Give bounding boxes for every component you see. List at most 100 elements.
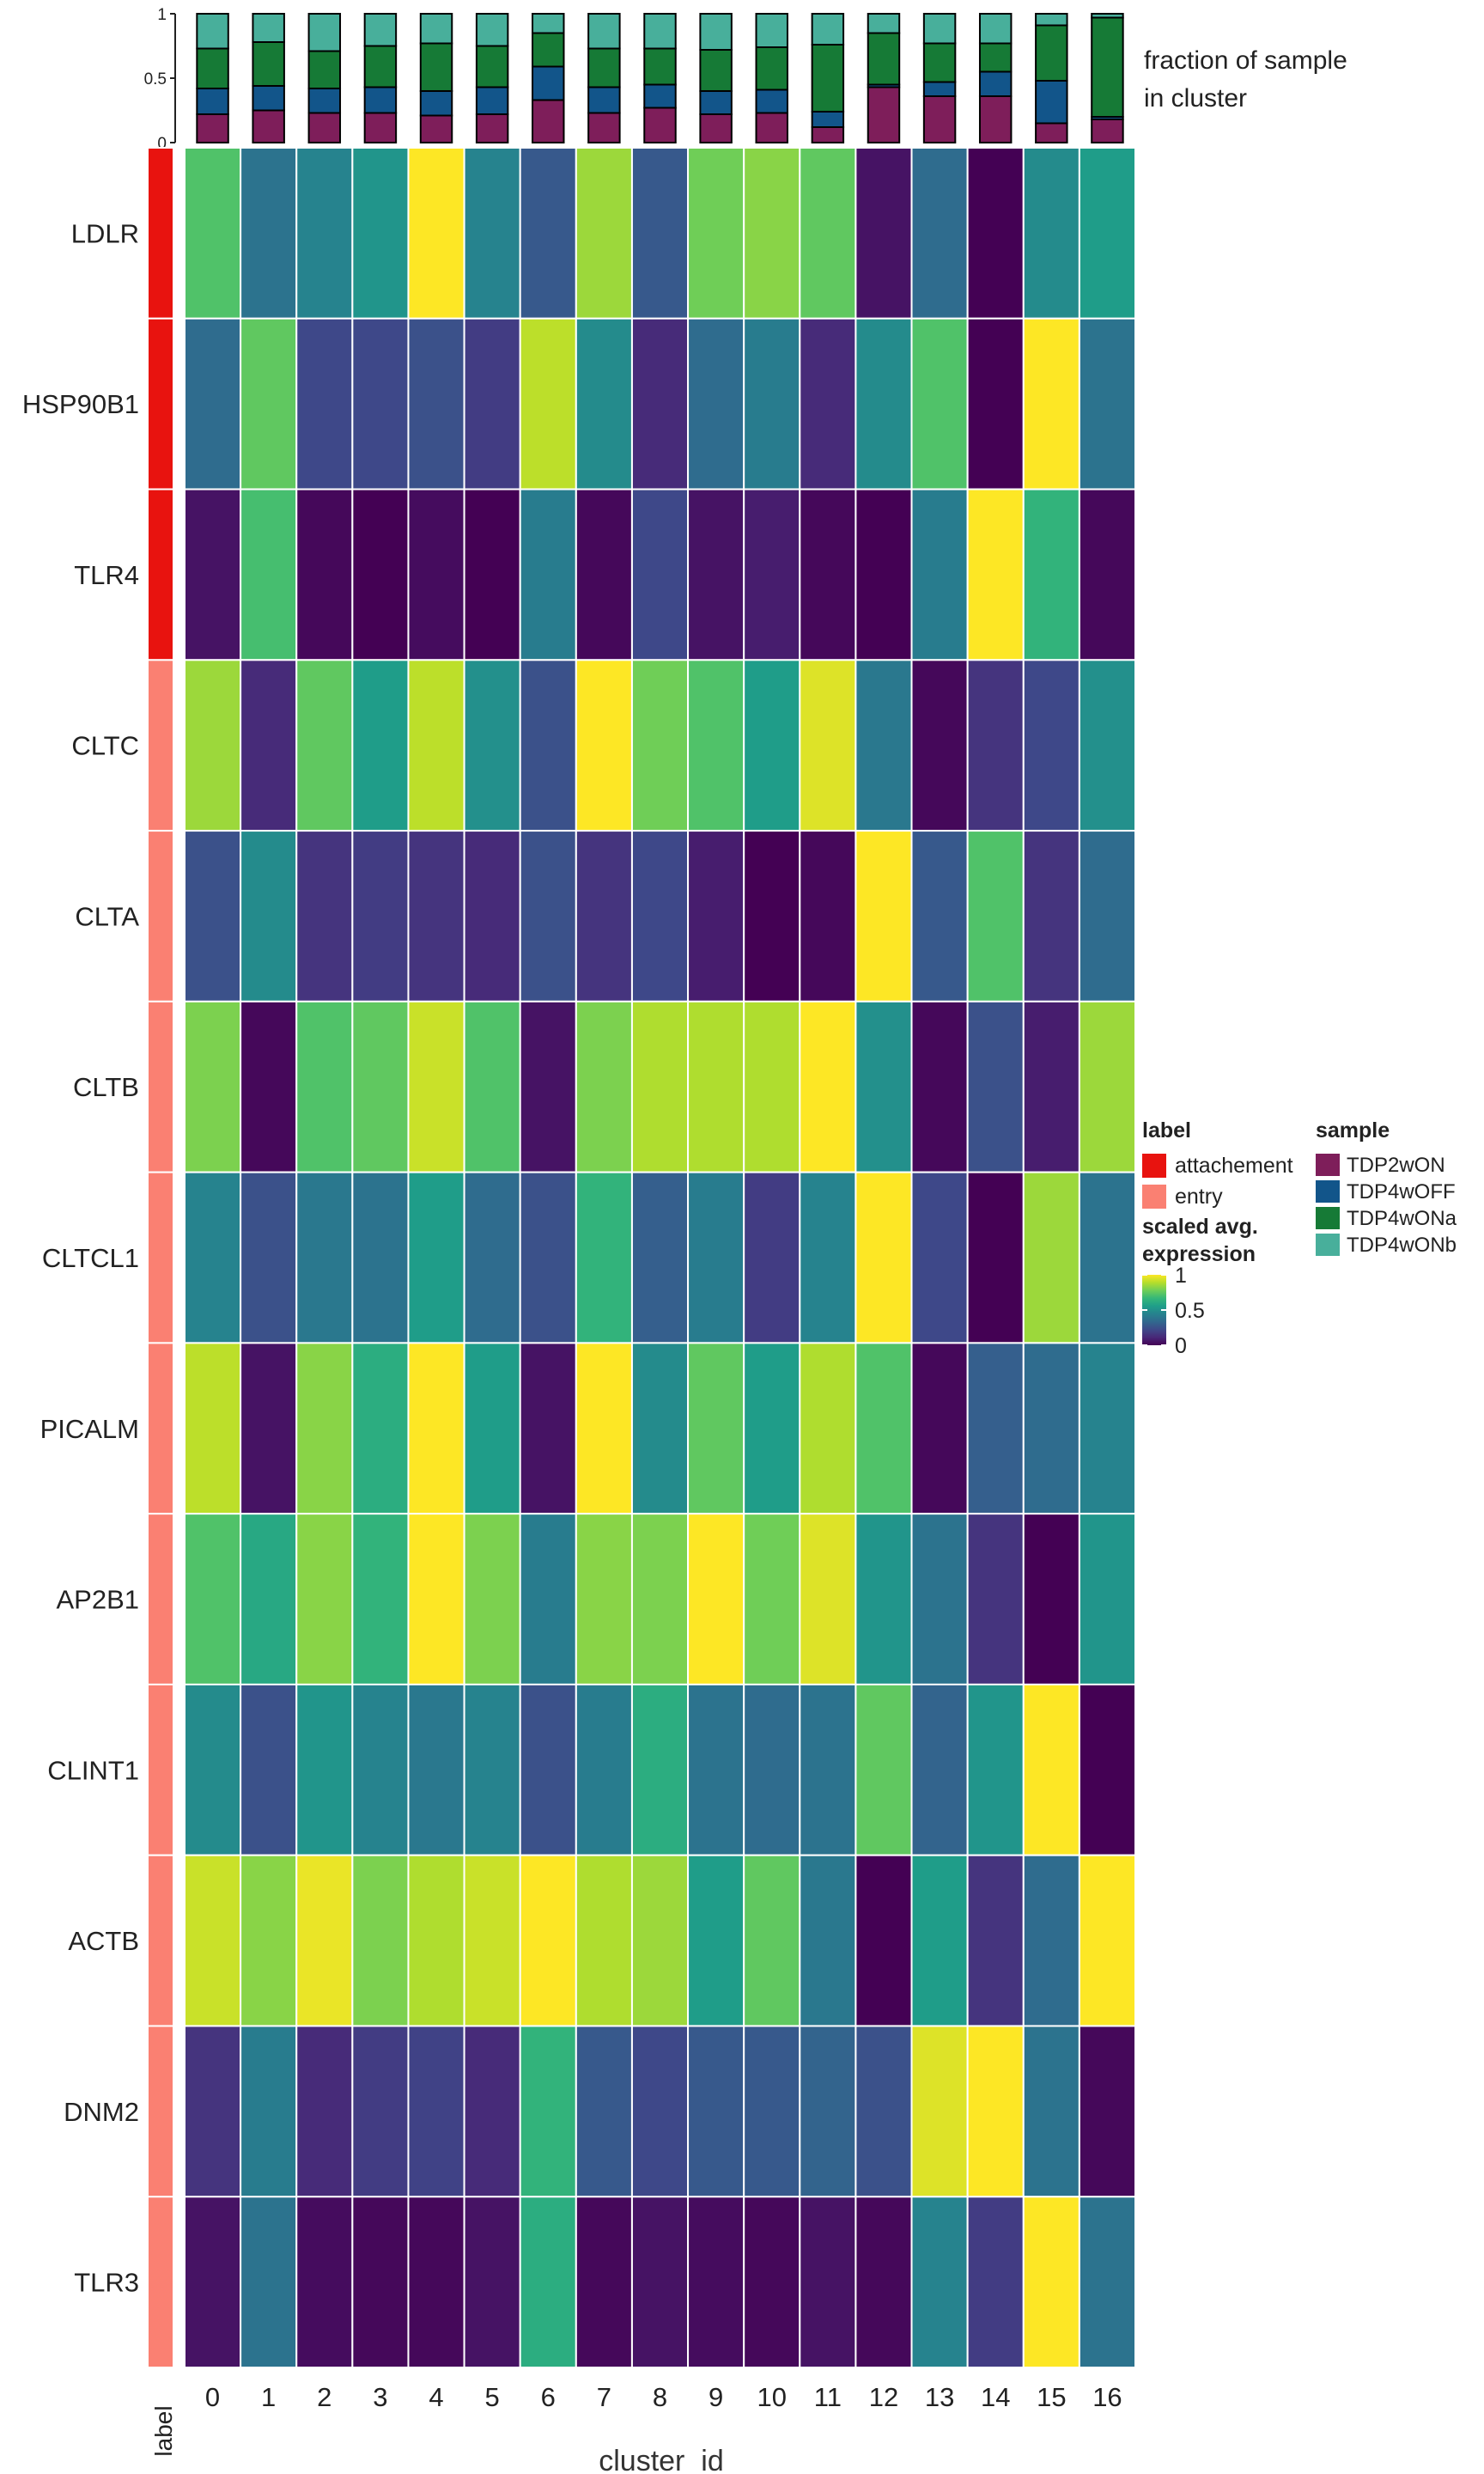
label-annotation-cell: [147, 1000, 174, 1173]
heatmap-cell: [519, 830, 577, 1002]
sample-fraction-bar-segment: [419, 114, 453, 143]
heatmap-cell: [519, 2025, 577, 2198]
sample-fraction-bar-segment: [196, 47, 229, 89]
heatmap-cell: [184, 488, 242, 661]
heatmap-cell: [295, 1513, 354, 1685]
legend-label-swatch: [1142, 1154, 1166, 1178]
heatmap-cell: [184, 2025, 242, 2198]
sample-fraction-bar-segment: [475, 13, 509, 47]
label-annotation-cell: [147, 1683, 174, 1856]
legend-sample-swatch: [1316, 1154, 1340, 1176]
sample-fraction-bar-segment: [755, 88, 788, 114]
cluster-label: 3: [373, 2382, 387, 2412]
legend-expression-tick-label: 0.5: [1175, 1299, 1205, 1323]
heatmap-cell: [463, 2025, 521, 2198]
sample-fraction-bar-segment: [1035, 13, 1068, 27]
heatmap-cell: [1078, 659, 1136, 832]
heatmap-cell: [575, 1342, 633, 1515]
sample-fraction-barplot: 00.51: [144, 6, 1124, 153]
legend-sample-swatch: [1316, 1180, 1340, 1203]
heatmap-cell: [184, 317, 242, 491]
cluster-label: 15: [1037, 2382, 1066, 2412]
cluster-label: 10: [757, 2382, 786, 2412]
heatmap-cell: [1022, 1342, 1080, 1515]
heatmap-cell: [630, 659, 690, 832]
sample-fraction-bar-segment: [922, 95, 957, 143]
heatmap-cells: [184, 147, 1136, 2368]
sample-fraction-bar-segment: [196, 13, 229, 50]
heatmap-cell: [966, 830, 1025, 1002]
sample-fraction-bar-segment: [643, 47, 677, 86]
heatmap-cell: [463, 1000, 521, 1173]
heatmap-cell: [910, 488, 969, 661]
legend-sample-title: sample: [1316, 1118, 1390, 1143]
heatmap-cell: [184, 147, 242, 320]
sample-fraction-bar-segment: [475, 113, 509, 143]
heatmap-cell: [351, 488, 410, 661]
heatmap-cell: [743, 2196, 801, 2368]
heatmap-cell: [575, 659, 633, 832]
heatmap-cell: [855, 1171, 913, 1344]
heatmap-cell: [407, 830, 465, 1002]
label-annotation-cell: [147, 147, 174, 320]
heatmap-cell: [687, 1171, 745, 1344]
heatmap-cell: [855, 317, 913, 491]
heatmap-cell: [743, 1513, 801, 1685]
heatmap-cell: [519, 1342, 577, 1515]
heatmap-cell: [184, 1683, 242, 1856]
legend-sample-item: TDP2wON: [1347, 1154, 1445, 1177]
heatmap-cell: [407, 2196, 465, 2368]
label-annotation-cell: [147, 1171, 174, 1344]
label-annotation-cell: [147, 659, 174, 832]
heatmap-cell: [1078, 1171, 1136, 1344]
heatmap-cell: [966, 1171, 1025, 1344]
heatmap-cell: [1078, 317, 1136, 491]
heatmap-cell: [855, 2025, 913, 2198]
heatmap-cell: [575, 1854, 633, 2027]
heatmap-cell: [799, 488, 857, 661]
heatmap-cell: [1078, 1683, 1136, 1856]
legend-expression-tick-label: 1: [1175, 1264, 1187, 1288]
heatmap-cell: [575, 1683, 633, 1856]
cluster-label: 4: [429, 2382, 443, 2412]
heatmap-cell: [240, 1854, 298, 2027]
heatmap-cell: [743, 1171, 801, 1344]
gene-labels: LDLR HSP90B1 TLR4 CLTC CLTA CLTB CLTCL1 PICALM A…: [22, 218, 139, 2297]
sample-fraction-bar-segment: [755, 46, 788, 91]
gene-label: CLTC: [71, 731, 139, 761]
heatmap-cell: [575, 1171, 633, 1344]
heatmap-cell: [463, 1683, 521, 1856]
heatmap-cell: [799, 830, 857, 1002]
cluster-label: 13: [925, 2382, 954, 2412]
sample-fraction-bar-segment: [363, 13, 398, 47]
heatmap-cell: [1078, 830, 1136, 1002]
heatmap-cell: [687, 1342, 745, 1515]
sample-fraction-bar-segment: [587, 112, 621, 143]
heatmap-cell: [351, 1000, 410, 1173]
legend-expression-tick-label: 0: [1175, 1334, 1187, 1358]
heatmap-cell: [910, 2196, 969, 2368]
sample-fraction-bar-segment: [699, 90, 733, 115]
sample-fraction-bar-segment: [532, 32, 565, 68]
heatmap-cell: [295, 1683, 354, 1856]
sample-fraction-bar-segment: [1035, 24, 1068, 82]
cluster-label: 2: [317, 2382, 331, 2412]
heatmap-cell: [855, 830, 913, 1002]
heatmap-cell: [630, 1171, 690, 1344]
heatmap-cell: [799, 1854, 857, 2027]
heatmap-cell: [743, 659, 801, 832]
sample-fraction-bar-segment: [643, 107, 677, 143]
label-annotation-cell: [147, 830, 174, 1002]
heatmap-cell: [1022, 1000, 1080, 1173]
sample-fraction-bar-segment: [1091, 119, 1124, 143]
heatmap-cell: [855, 488, 913, 661]
heatmap-cell: [295, 488, 354, 661]
sample-fraction-bar-segment: [252, 85, 285, 112]
sample-fraction-bar-segment: [811, 111, 845, 128]
label-annotation-cell: [147, 1854, 174, 2027]
heatmap-cell: [910, 1342, 969, 1515]
bar-panel-title-line2: in cluster: [1144, 84, 1247, 113]
heatmap-cell: [630, 2025, 690, 2198]
gene-label: DNM2: [64, 2097, 139, 2127]
heatmap-cell: [910, 1171, 969, 1344]
